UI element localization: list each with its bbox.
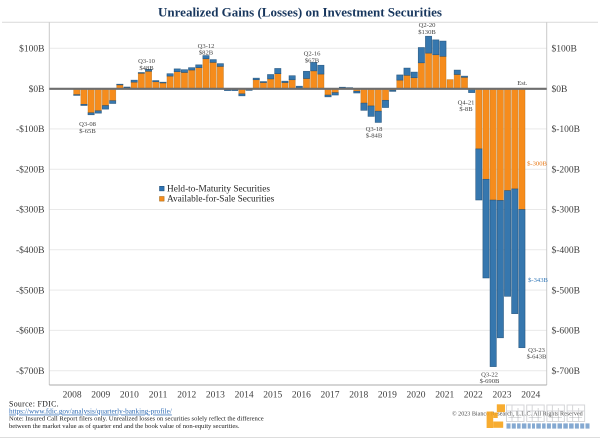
svg-text:2010: 2010	[120, 391, 139, 401]
svg-text:2017: 2017	[321, 391, 340, 401]
svg-text:$-100B: $-100B	[552, 124, 581, 135]
svg-text:2008: 2008	[63, 391, 82, 401]
svg-text:$-700B: $-700B	[552, 366, 581, 377]
svg-text:$-200B: $-200B	[552, 164, 581, 175]
svg-text:$82B: $82B	[199, 50, 214, 57]
svg-text:$-65B: $-65B	[79, 128, 96, 135]
svg-text:2023: 2023	[493, 391, 512, 401]
svg-text:2018: 2018	[349, 391, 368, 401]
svg-text:$-500B: $-500B	[552, 285, 581, 296]
svg-text:2011: 2011	[149, 391, 168, 401]
svg-text:$100B: $100B	[19, 44, 44, 55]
svg-text:$-343B: $-343B	[528, 277, 548, 284]
svg-text:2024: 2024	[521, 391, 540, 401]
svg-text:Source: FDIC.: Source: FDIC.	[9, 400, 59, 409]
svg-text:$-400B: $-400B	[552, 245, 581, 256]
svg-text:Q3-12: Q3-12	[198, 43, 215, 50]
svg-text:Unrealized Gains (Losses) on I: Unrealized Gains (Losses) on Investment …	[158, 5, 442, 20]
svg-text:© 2023 Bianco Research, L.L.C.: © 2023 Bianco Research, L.L.C. All Right…	[452, 410, 583, 417]
svg-text:Est.: Est.	[517, 80, 527, 87]
svg-text:$0B: $0B	[552, 84, 568, 95]
svg-text:$48B: $48B	[139, 65, 154, 72]
svg-text:$0B: $0B	[29, 84, 45, 95]
svg-text:Q2-20: Q2-20	[419, 22, 437, 29]
svg-text:$67B: $67B	[305, 57, 320, 64]
svg-text:-$400B: -$400B	[16, 245, 45, 256]
svg-text:2022: 2022	[464, 391, 483, 401]
svg-text:Held-to-Maturity Securities: Held-to-Maturity Securities	[167, 185, 270, 195]
svg-text:$-300B: $-300B	[527, 161, 547, 168]
svg-text:-$500B: -$500B	[16, 285, 45, 296]
svg-text:Q4-21: Q4-21	[458, 99, 475, 106]
svg-text:2021: 2021	[435, 391, 454, 401]
svg-text:2019: 2019	[378, 391, 397, 401]
svg-text:2009: 2009	[91, 391, 110, 401]
svg-text:-$700B: -$700B	[16, 366, 45, 377]
svg-text:2015: 2015	[263, 391, 282, 401]
svg-text:Q3-22: Q3-22	[481, 371, 498, 378]
svg-text:$-690B: $-690B	[480, 378, 500, 385]
svg-text:Note: Insured Call Report file: Note: Insured Call Report filers only. U…	[9, 416, 264, 423]
svg-text:https://www.fdic.gov/analysis/: https://www.fdic.gov/analysis/quarterly-…	[9, 408, 172, 416]
svg-text:-$600B: -$600B	[16, 326, 45, 337]
svg-text:$-643B: $-643B	[527, 354, 547, 361]
svg-text:2013: 2013	[206, 391, 225, 401]
svg-text:$-300B: $-300B	[552, 205, 581, 216]
svg-text:$-84B: $-84B	[366, 133, 383, 140]
svg-text:Available-for-Sale Securities: Available-for-Sale Securities	[167, 194, 275, 205]
svg-text:Q3-18: Q3-18	[366, 126, 384, 133]
svg-text:$100B: $100B	[552, 44, 577, 55]
svg-text:2020: 2020	[407, 391, 426, 401]
svg-text:2012: 2012	[177, 391, 196, 401]
svg-text:-$300B: -$300B	[16, 205, 45, 216]
svg-text:2016: 2016	[292, 391, 311, 401]
svg-text:$130B: $130B	[418, 29, 436, 36]
svg-text:Q3-08: Q3-08	[79, 121, 97, 128]
svg-text:Q2-16: Q2-16	[304, 51, 322, 58]
svg-text:$-8B: $-8B	[459, 106, 473, 113]
svg-text:Q3-23: Q3-23	[528, 347, 546, 354]
svg-text:between the market value as of: between the market value as of quarter e…	[9, 423, 240, 430]
svg-text:-$200B: -$200B	[16, 164, 45, 175]
svg-text:2014: 2014	[235, 391, 254, 401]
svg-text:Q3-10: Q3-10	[138, 58, 156, 65]
svg-text:-$100B: -$100B	[16, 124, 45, 135]
svg-text:$-600B: $-600B	[552, 326, 581, 337]
